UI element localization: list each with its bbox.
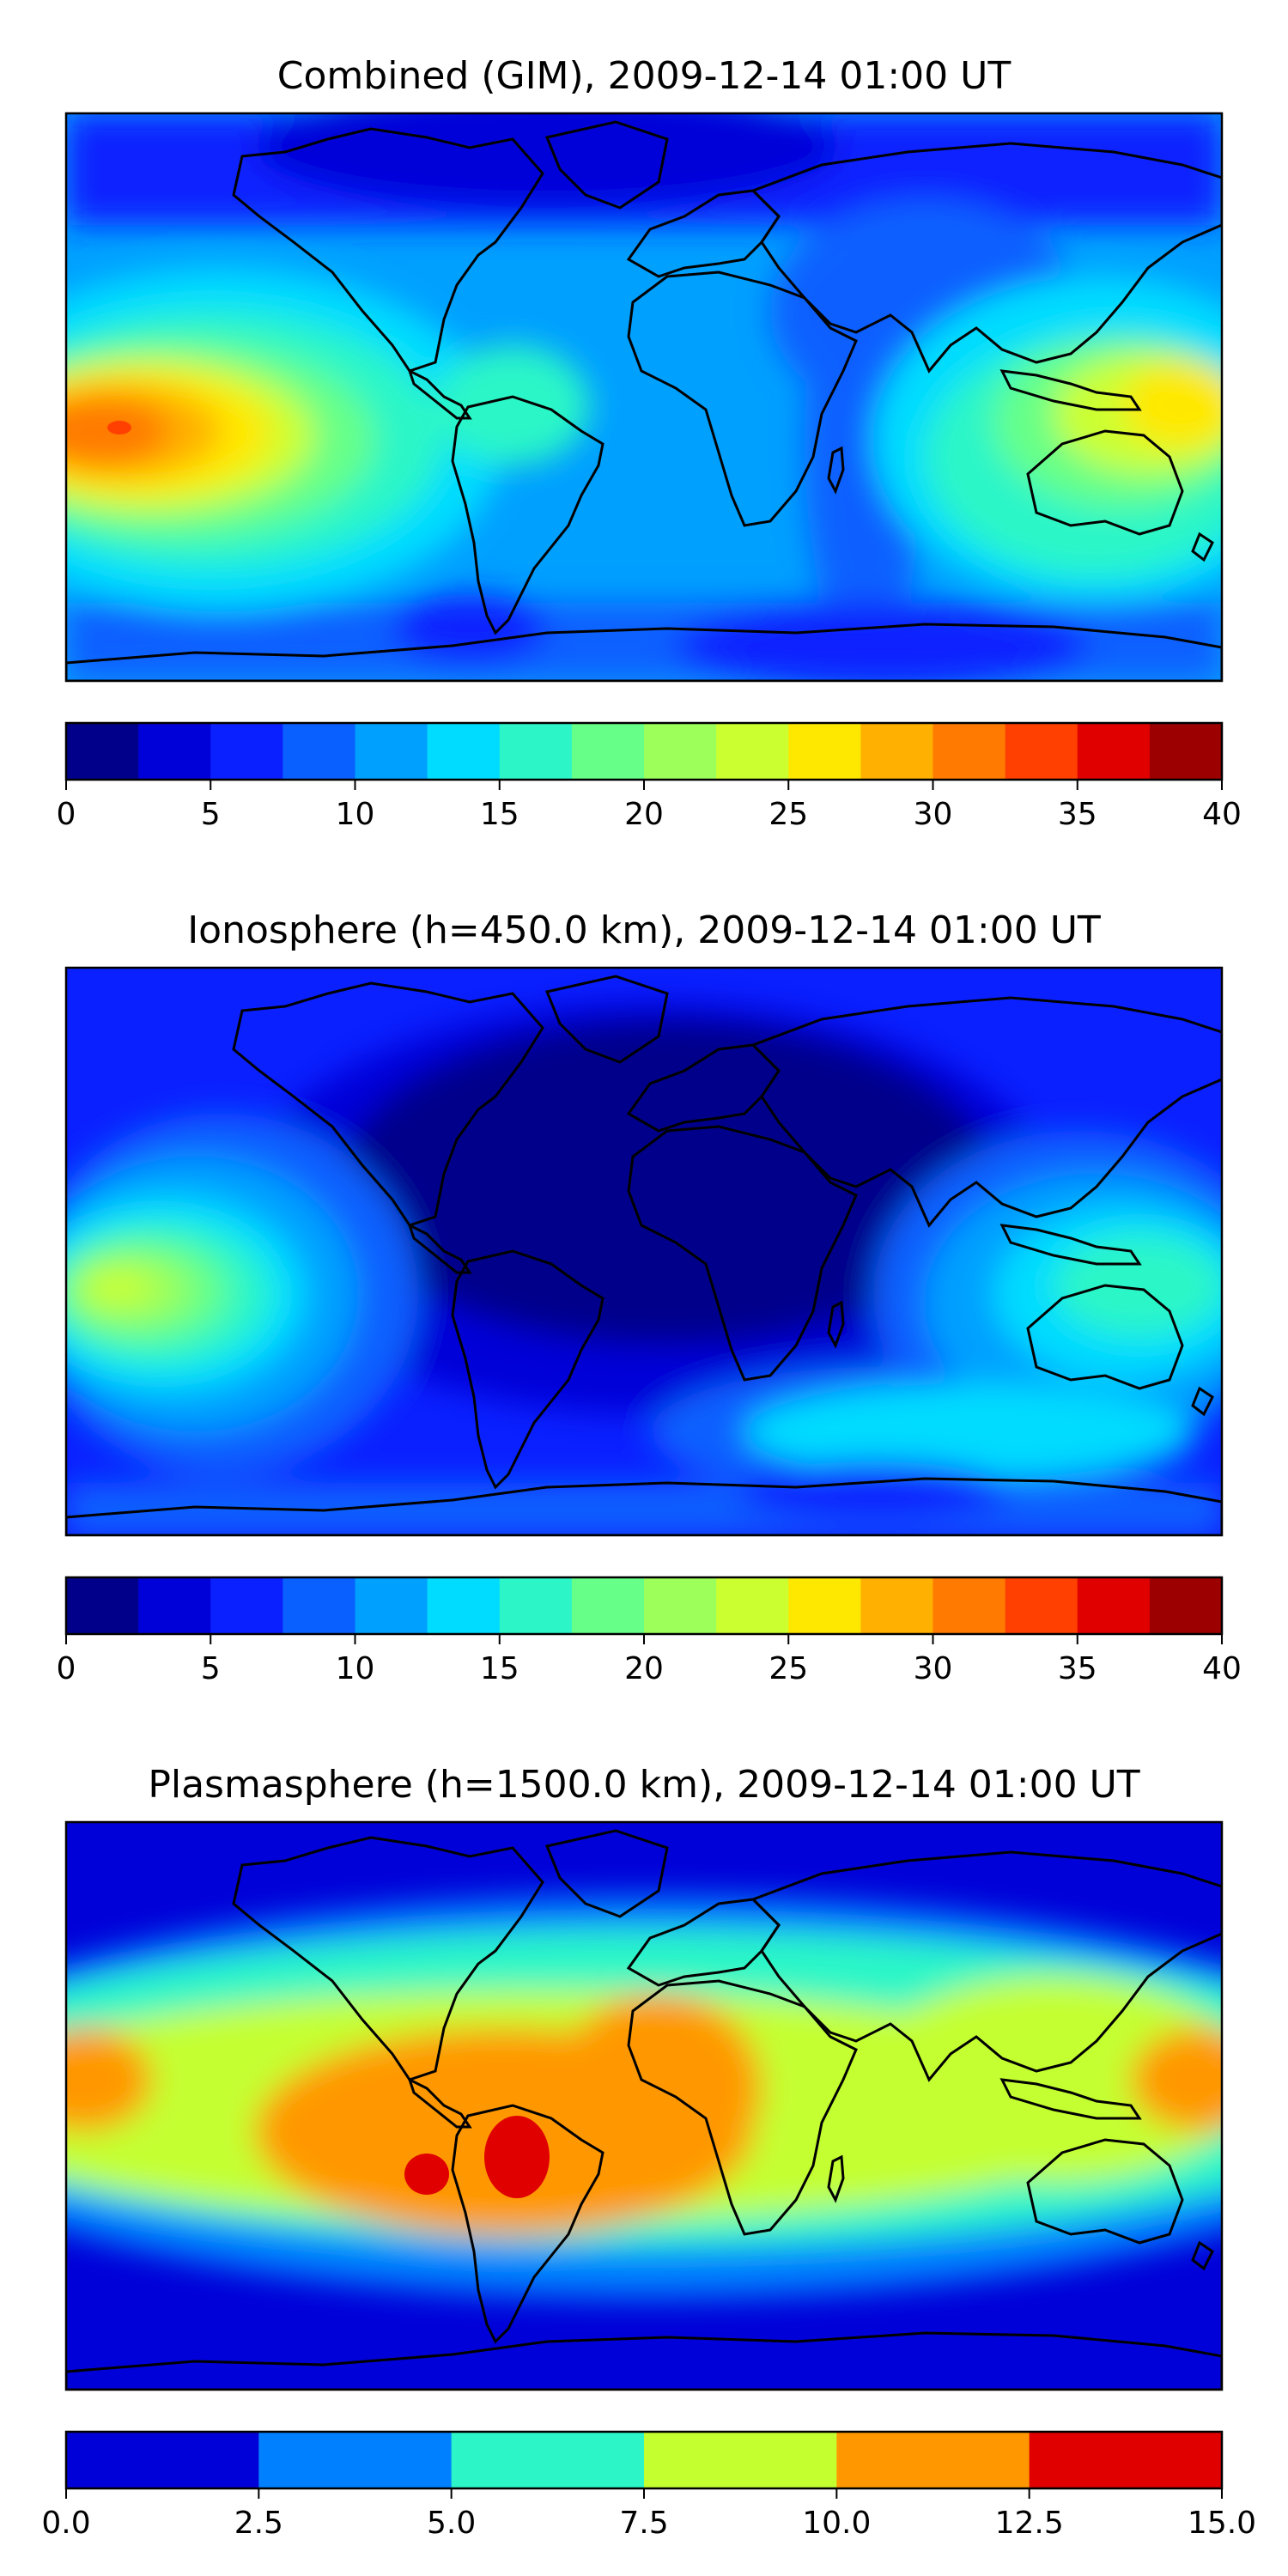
colorbar-tick-label: 5 bbox=[201, 797, 221, 832]
colorbar-segment bbox=[451, 2432, 645, 2488]
map-area bbox=[64, 966, 1224, 1537]
map-frame bbox=[64, 112, 1224, 683]
colorbar-segment bbox=[933, 723, 1006, 780]
colorbar-tick-label: 10 bbox=[336, 797, 375, 832]
colorbar-segment bbox=[1077, 723, 1151, 780]
colorbar-segment bbox=[1005, 723, 1078, 780]
map-area bbox=[64, 112, 1224, 683]
colorbar-segment bbox=[933, 1577, 1006, 1634]
colorbar: 0 5 10 15 20 25 30 35 40 bbox=[57, 721, 1242, 832]
colorbar-segment bbox=[644, 723, 717, 780]
colorbar-segment bbox=[1029, 2432, 1223, 2488]
colorbar-segment bbox=[860, 1577, 933, 1634]
colorbar-segment bbox=[644, 1577, 717, 1634]
colorbar-tick-label: 35 bbox=[1058, 1651, 1097, 1686]
colorbar-segment bbox=[258, 2432, 453, 2488]
colorbar-segment bbox=[355, 1577, 428, 1634]
colorbar-tick-label: 30 bbox=[914, 1651, 953, 1686]
map-frame bbox=[64, 966, 1224, 1537]
colorbar-segment bbox=[427, 723, 501, 780]
panel-plasmasphere: Plasmasphere (h=1500.0 km), 2009-12-14 0… bbox=[41, 1763, 1256, 2541]
colorbar-segment bbox=[644, 2432, 837, 2488]
colorbar-segment bbox=[716, 723, 789, 780]
colorbar-tick-label: 30 bbox=[914, 797, 953, 832]
colorbar-tick-label: 2.5 bbox=[234, 2506, 283, 2541]
colorbar-segment bbox=[1149, 1577, 1223, 1634]
colorbar-segment bbox=[283, 723, 355, 780]
chart-title: Ionosphere (h=450.0 km), 2009-12-14 01:0… bbox=[187, 908, 1101, 952]
colorbar-tick-label: 15 bbox=[480, 1651, 519, 1686]
colorbar: 0.0 2.5 5.0 7.5 10.0 12.5 15.0 bbox=[41, 2430, 1256, 2541]
colorbar-segment bbox=[210, 1577, 283, 1634]
colorbar-tick-label: 0 bbox=[57, 797, 76, 832]
colorbar-segment bbox=[571, 1577, 645, 1634]
colorbar-segment bbox=[66, 1577, 139, 1634]
colorbar-tick-label: 40 bbox=[1202, 1651, 1242, 1686]
colorbar-tick-label: 10 bbox=[336, 1651, 375, 1686]
colorbar-tick-label: 5.0 bbox=[427, 2506, 476, 2541]
colorbar-segment bbox=[499, 723, 573, 780]
colorbar-segment bbox=[427, 1577, 501, 1634]
colorbar-tick-label: 15 bbox=[480, 797, 519, 832]
map-frame bbox=[64, 1820, 1224, 2391]
colorbar-segment bbox=[788, 723, 861, 780]
contour-field bbox=[66, 1822, 1222, 2390]
colorbar-segment bbox=[283, 1577, 355, 1634]
colorbar-tick-label: 12.5 bbox=[995, 2506, 1064, 2541]
colorbar-segment bbox=[66, 2432, 259, 2488]
colorbar-tick-label: 0.0 bbox=[41, 2506, 90, 2541]
colorbar-segment bbox=[499, 1577, 573, 1634]
colorbar-tick-label: 20 bbox=[624, 1651, 664, 1686]
chart-title: Plasmasphere (h=1500.0 km), 2009-12-14 0… bbox=[148, 1763, 1139, 1807]
map-area bbox=[64, 1820, 1224, 2391]
colorbar-segment bbox=[836, 2432, 1030, 2488]
colorbar: 0 5 10 15 20 25 30 35 40 bbox=[57, 1576, 1242, 1686]
colorbar-tick-label: 0 bbox=[57, 1651, 76, 1686]
chart-title: Combined (GIM), 2009-12-14 01:00 UT bbox=[277, 54, 1012, 98]
contour-field bbox=[66, 968, 1222, 1535]
colorbar-segment bbox=[210, 723, 283, 780]
colorbar-segment bbox=[1005, 1577, 1078, 1634]
colorbar-segment bbox=[571, 723, 645, 780]
colorbar-tick-label: 25 bbox=[769, 1651, 808, 1686]
colorbar-tick-label: 35 bbox=[1058, 797, 1097, 832]
panel-ionosphere: Ionosphere (h=450.0 km), 2009-12-14 01:0… bbox=[57, 908, 1242, 1686]
colorbar-segment bbox=[1077, 1577, 1151, 1634]
colorbar-tick-label: 20 bbox=[624, 797, 664, 832]
colorbar-tick-label: 10.0 bbox=[802, 2506, 871, 2541]
colorbar-segment bbox=[788, 1577, 861, 1634]
colorbar-segment bbox=[66, 723, 139, 780]
colorbar-segment bbox=[355, 723, 428, 780]
colorbar-tick-label: 40 bbox=[1202, 797, 1242, 832]
colorbar-segment bbox=[860, 723, 933, 780]
colorbar-tick-label: 25 bbox=[769, 797, 808, 832]
colorbar-tick-label: 5 bbox=[201, 1651, 221, 1686]
panel-combined: Combined (GIM), 2009-12-14 01:00 UT bbox=[57, 54, 1242, 832]
colorbar-segment bbox=[138, 1577, 211, 1634]
colorbar-segment bbox=[716, 1577, 789, 1634]
colorbar-segment bbox=[138, 723, 211, 780]
contour-field bbox=[66, 113, 1222, 681]
colorbar-tick-label: 7.5 bbox=[619, 2506, 668, 2541]
colorbar-segment bbox=[1149, 723, 1223, 780]
colorbar-tick-label: 15.0 bbox=[1188, 2506, 1256, 2541]
